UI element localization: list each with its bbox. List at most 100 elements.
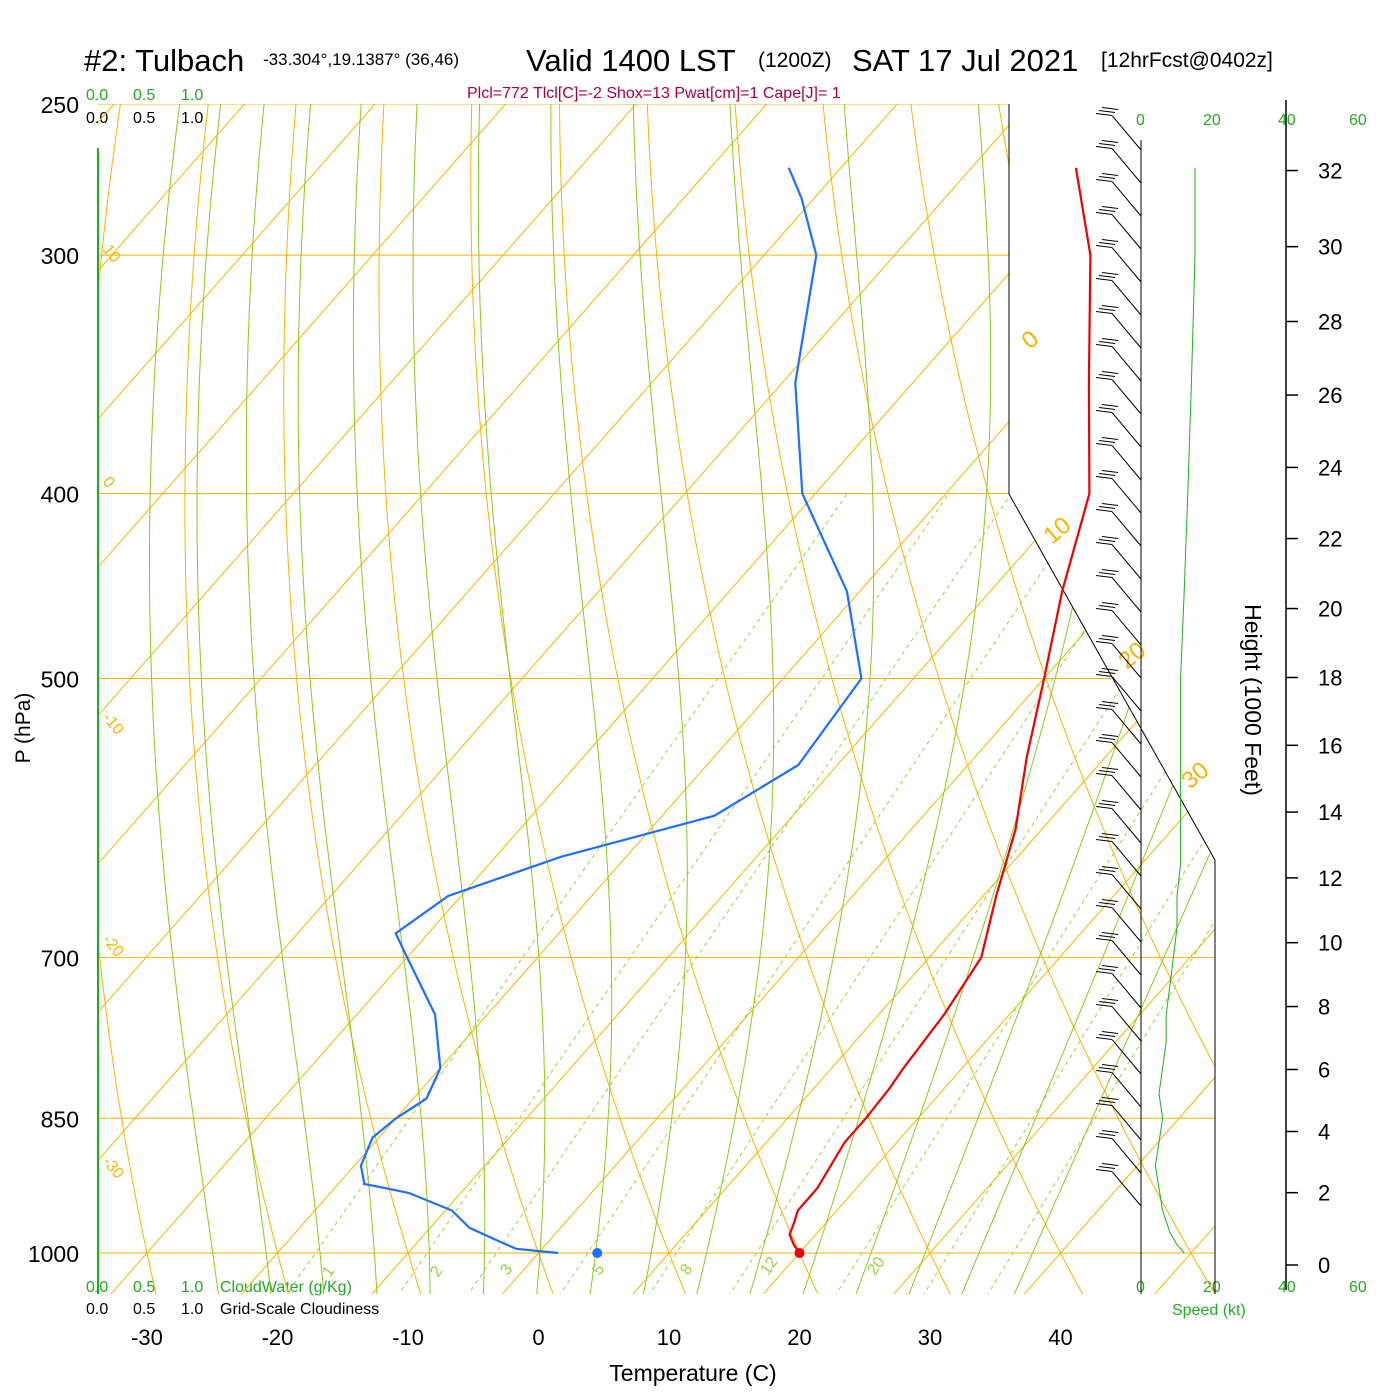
isotherm-line — [351, 104, 1215, 1294]
valid-time: Valid 1400 LST — [526, 43, 736, 78]
height-tick-label: 26 — [1318, 383, 1342, 408]
wind-barb — [1096, 734, 1142, 778]
wind-barb-staff — [1111, 379, 1142, 415]
moist-adiabat — [795, 104, 992, 1294]
mixing-ratio-line — [452, 493, 1012, 1294]
station-coords: -33.304°,19.1387° (36,46) — [263, 50, 459, 69]
wind-barb-staff — [1111, 280, 1142, 316]
cloudiness-top-tick: 0.5 — [133, 110, 155, 127]
wind-barb-staff — [1111, 445, 1142, 481]
isotherm-line — [481, 104, 1215, 1294]
wind-barb-staff — [1111, 214, 1142, 250]
moist-adiabat — [149, 104, 222, 1294]
mixing-ratio-label: 3 — [497, 1261, 516, 1278]
utc-time: (1200Z) — [758, 49, 832, 72]
dry-adiabat-label: 30 — [1177, 757, 1215, 795]
wind-barb — [1096, 140, 1142, 184]
height-tick-label: 30 — [1318, 235, 1342, 260]
wind-barb-flag — [1102, 437, 1119, 441]
moist-adiabat — [352, 104, 431, 1294]
wind-barb — [1096, 932, 1142, 976]
wind-barb-staff — [1111, 709, 1142, 745]
isotherm-line — [742, 104, 1215, 1294]
pressure-tick-label: 300 — [41, 243, 79, 269]
wind-barb-flag — [1096, 971, 1113, 975]
moist-adiabat — [951, 104, 1215, 1294]
mixing-ratio-line — [821, 493, 1215, 1294]
isotherm-line — [98, 104, 406, 1294]
wind-barb-flag — [1096, 608, 1113, 612]
isotherm-line — [98, 104, 1058, 1294]
wind-barb-flag — [1096, 344, 1113, 348]
wind-barb-flag — [1099, 1133, 1116, 1137]
moist-adiabat — [742, 104, 875, 1294]
isotherm-line — [873, 104, 1215, 1294]
cloudiness-label: Grid-Scale Cloudiness — [220, 1301, 379, 1318]
height-tick-label: 12 — [1318, 866, 1342, 891]
height-tick-label: 14 — [1318, 800, 1342, 825]
wind-barb-flag — [1096, 773, 1113, 777]
moist-adiabat — [477, 104, 546, 1294]
wind-barb-flag — [1099, 341, 1116, 345]
wind-barb-flag — [1096, 1004, 1113, 1008]
wind-barb — [1096, 767, 1142, 811]
wind-speed-profile — [1154, 167, 1196, 1254]
wind-barb-flag — [1102, 1163, 1119, 1167]
wind-barb — [1096, 239, 1142, 283]
wind-barb-flag — [1102, 635, 1119, 639]
wind-barb-flag — [1096, 443, 1113, 447]
dry-adiabat — [732, 104, 1096, 1294]
wind-barb-flag — [1099, 671, 1116, 675]
station-title: #2: Tulbach — [84, 43, 244, 78]
wind-barb — [1096, 833, 1142, 877]
wind-speed-axis: 0 20 40 60 0 20 40 60 Speed (kt) — [1136, 112, 1367, 1319]
wind-barb-flag — [1099, 902, 1116, 906]
wind-barb-flag — [1099, 638, 1116, 642]
dry-adiabat — [1166, 104, 1215, 1294]
wind-barb-flag — [1099, 209, 1116, 213]
wind-barb-staff — [1111, 115, 1142, 151]
surface-temperature-marker — [794, 1248, 805, 1258]
x-tick-label: 0 — [532, 1325, 544, 1350]
isotherm-line — [98, 104, 667, 1294]
x-tick-label: 30 — [918, 1325, 942, 1350]
wind-barb-flag — [1099, 968, 1116, 972]
wind-barb — [1096, 503, 1142, 547]
wind-barb-flag — [1099, 605, 1116, 609]
wind-barb-staff — [1111, 181, 1142, 217]
dewpoint-profile — [359, 167, 863, 1255]
wind-barb — [1096, 569, 1142, 613]
height-tick-label: 4 — [1318, 1120, 1330, 1145]
wind-barb-flag — [1102, 1130, 1119, 1134]
moist-adiabat — [550, 104, 613, 1294]
mixing-ratio-line — [634, 493, 1175, 1294]
wind-barb-staff — [1111, 676, 1142, 712]
wind-barb — [1096, 206, 1142, 250]
wind-barb-flag — [1102, 1064, 1119, 1068]
isotherm-line — [98, 104, 797, 1294]
pressure-tick-label: 500 — [41, 667, 79, 693]
wind-barb — [1096, 1097, 1142, 1141]
wind-barb-flag — [1096, 1103, 1113, 1107]
speed-bottom-tick: 20 — [1203, 1279, 1221, 1296]
dry-adiabat — [819, 104, 1215, 1294]
wind-barb-flag — [1099, 1067, 1116, 1071]
height-tick-label: 10 — [1318, 931, 1342, 956]
speed-bottom-tick: 60 — [1349, 1279, 1367, 1296]
surface-dewpoint-marker — [592, 1248, 603, 1258]
cloudwater-top-axis: 0.0 0.5 1.0 0.0 0.5 1.0 — [86, 87, 203, 127]
dry-adiabat-label: 10 — [1039, 512, 1077, 550]
wind-barb-staff — [1111, 1105, 1142, 1141]
wind-barb-staff — [1111, 148, 1142, 184]
mixing-ratio-line — [973, 493, 1215, 1294]
wind-barb-flag — [1099, 176, 1116, 180]
mixing-ratio-line — [270, 493, 848, 1294]
axes: -30 -20 -10 0 10 20 30 402503004005007008501000… — [28, 92, 1343, 1350]
wind-barb-staff — [1111, 247, 1142, 283]
wind-barb-staff — [1111, 610, 1142, 646]
plot-frame — [97, 100, 1287, 1294]
wind-barb-flag — [1096, 1169, 1113, 1173]
height-tick-label: 0 — [1318, 1253, 1330, 1278]
speed-top-tick: 0 — [1136, 112, 1145, 129]
